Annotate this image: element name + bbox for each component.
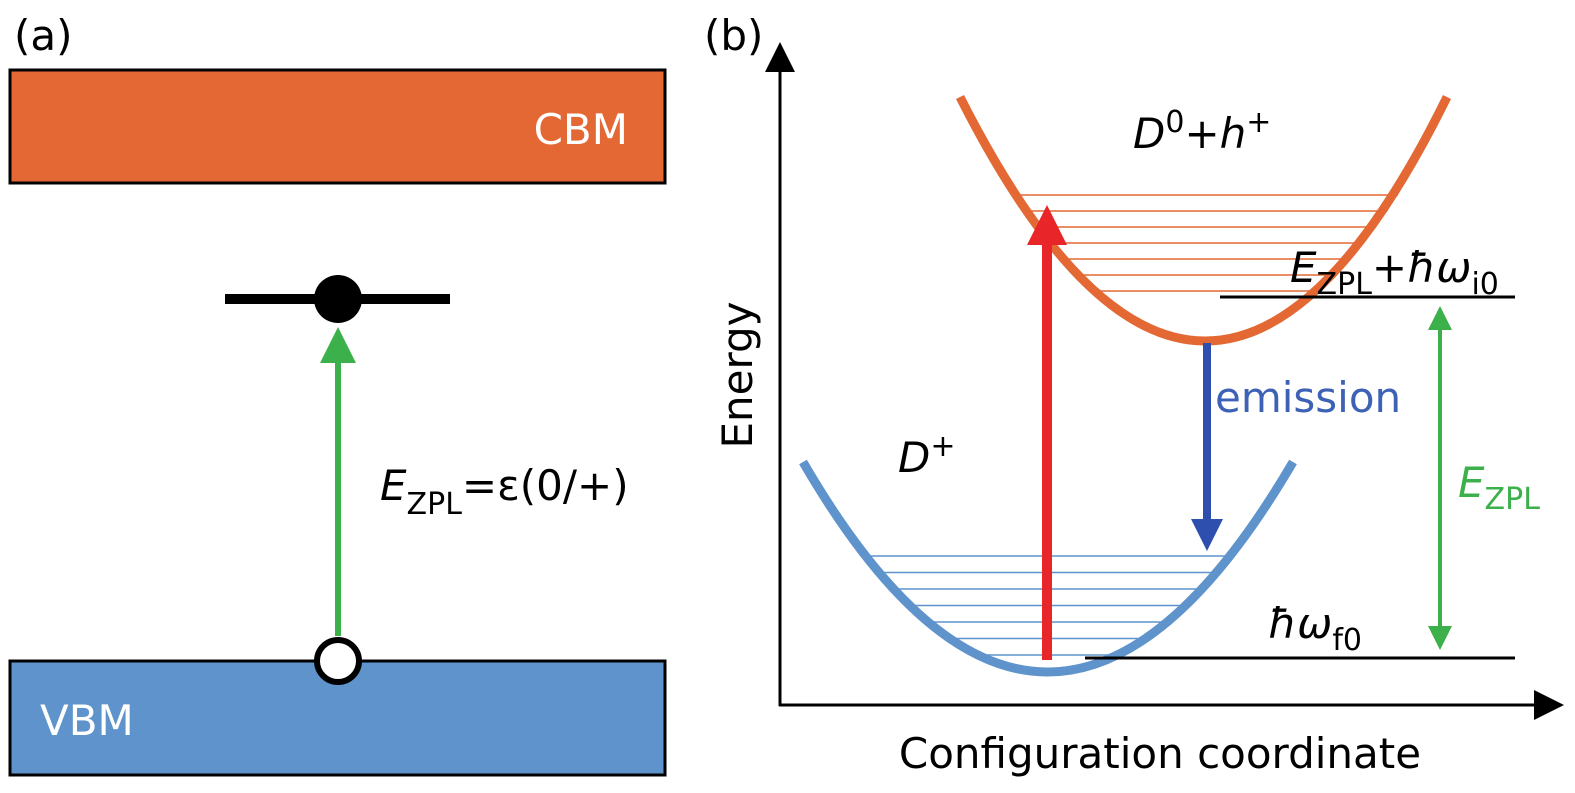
symbol: E <box>1290 243 1317 292</box>
x-axis-title: Configuration coordinate <box>899 729 1421 778</box>
subscript: ZPL <box>1317 267 1373 302</box>
y-axis-title: Energy <box>713 301 762 448</box>
electron <box>314 275 362 323</box>
base: D <box>898 433 930 482</box>
transition-label: EZPL=ε(0/+) <box>380 461 629 522</box>
text: +h <box>1184 109 1246 158</box>
cbm-band <box>8 68 667 185</box>
upper-level-label: EZPL+ħωi0 <box>1290 243 1499 302</box>
zpl-label: EZPL <box>1458 458 1540 517</box>
cbm-label: CBM <box>534 105 628 154</box>
text: =ε(0/+) <box>462 461 629 510</box>
sup: 0 <box>1165 105 1184 140</box>
panel-label: (b) <box>704 11 763 60</box>
base: D <box>1133 109 1165 158</box>
sup: + <box>930 429 955 464</box>
symbol: E <box>380 461 407 510</box>
vbm-label: VBM <box>40 696 134 745</box>
hole <box>314 637 362 685</box>
lower-state-label: D+ <box>898 429 955 482</box>
sup: + <box>1246 105 1271 140</box>
subscript: f0 <box>1332 623 1362 658</box>
subscript: i0 <box>1471 267 1498 302</box>
emission-label: emission <box>1215 373 1401 422</box>
symbol: ħω <box>1268 599 1332 648</box>
text: +ħω <box>1372 243 1472 292</box>
symbol: E <box>1458 458 1485 507</box>
lower-level-label: ħωf0 <box>1268 599 1362 658</box>
subscript: ZPL <box>407 487 463 522</box>
subscript: ZPL <box>1485 482 1541 517</box>
lower-curve <box>799 459 1297 677</box>
upper-state-label: D0+h+ <box>1133 105 1271 158</box>
panel-label: (a) <box>14 11 73 60</box>
